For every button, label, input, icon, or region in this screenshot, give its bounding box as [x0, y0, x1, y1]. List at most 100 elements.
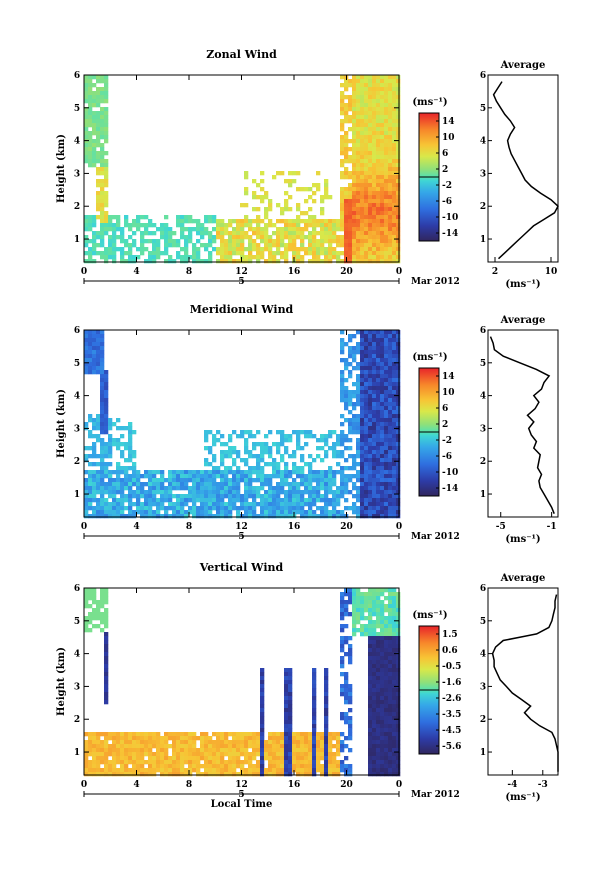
heatmap-cell — [288, 676, 293, 681]
heatmap-cell — [380, 219, 385, 224]
heatmap-cell — [160, 490, 165, 495]
heatmap-cell — [372, 760, 377, 765]
heatmap-cell — [172, 482, 177, 487]
heatmap-cell — [372, 470, 377, 475]
heatmap-cell — [104, 684, 109, 689]
heatmap-cell — [344, 342, 349, 347]
heatmap-cell — [348, 772, 353, 777]
heatmap-cell — [292, 454, 297, 459]
heatmap-cell — [396, 414, 401, 419]
heatmap-cell — [392, 247, 397, 252]
heatmap-cell — [372, 139, 377, 144]
heatmap-cell — [324, 716, 329, 721]
heatmap-cell — [92, 354, 97, 359]
heatmap-cell — [176, 251, 181, 256]
heatmap-cell — [384, 438, 389, 443]
heatmap-cell — [356, 171, 361, 176]
heatmap-cell — [312, 740, 317, 745]
heatmap-cell — [120, 434, 125, 439]
heatmap-cell — [344, 231, 349, 236]
heatmap-cell — [100, 99, 105, 104]
heatmap-cell — [364, 207, 369, 212]
heatmap-cell — [88, 346, 93, 351]
heatmap-cell — [192, 486, 197, 491]
heatmap-cell — [376, 438, 381, 443]
heatmap-cell — [104, 119, 109, 124]
heatmap-cell — [108, 732, 113, 737]
heatmap-cell — [384, 143, 389, 148]
heatmap-cell — [288, 736, 293, 741]
heatmap-cell — [260, 466, 265, 471]
heatmap-cell — [220, 490, 225, 495]
heatmap-cell — [240, 430, 245, 435]
heatmap-cell — [204, 732, 209, 737]
y-axis-label: Height (km) — [56, 389, 67, 458]
heatmap-cell — [100, 620, 105, 625]
heatmap-cell — [236, 752, 241, 757]
heatmap-cell — [376, 648, 381, 653]
heatmap-cell — [388, 430, 393, 435]
heatmap-cell — [392, 430, 397, 435]
heatmap-cell — [108, 502, 113, 507]
heatmap-cell — [164, 732, 169, 737]
heatmap-cell — [184, 227, 189, 232]
heatmap-cell — [384, 676, 389, 681]
heatmap-cell — [132, 514, 137, 519]
heatmap-cell — [392, 672, 397, 677]
heatmap-cell — [316, 756, 321, 761]
heatmap-cell — [96, 366, 101, 371]
heatmap-cell — [264, 191, 269, 196]
heatmap-cell — [260, 772, 265, 777]
heatmap-cell — [376, 458, 381, 463]
heatmap-cell — [156, 486, 161, 491]
heatmap-cell — [168, 490, 173, 495]
heatmap-cell — [264, 239, 269, 244]
heatmap-cell — [336, 223, 341, 228]
heatmap-cell — [268, 446, 273, 451]
heatmap-cell — [368, 350, 373, 355]
heatmap-cell — [100, 600, 105, 605]
heatmap-cell — [264, 748, 269, 753]
heatmap-cell — [92, 223, 97, 228]
average-profile-line — [489, 336, 555, 514]
heatmap-cell — [388, 612, 393, 617]
average-x-tick-label: -5 — [496, 522, 506, 532]
heatmap-cell — [264, 223, 269, 228]
heatmap-cell — [116, 752, 121, 757]
heatmap-cell — [184, 494, 189, 499]
heatmap-cell — [236, 764, 241, 769]
heatmap-cell — [316, 764, 321, 769]
heatmap-cell — [184, 772, 189, 777]
heatmap-cell — [392, 251, 397, 256]
heatmap-cell — [284, 466, 289, 471]
heatmap-cell — [112, 438, 117, 443]
heatmap-cell — [396, 402, 401, 407]
heatmap-cell — [360, 442, 365, 447]
y-tick-label: 3 — [74, 682, 80, 692]
heatmap-cell — [104, 592, 109, 597]
heatmap-cell — [380, 259, 385, 264]
heatmap-cell — [104, 410, 109, 415]
heatmap-cell — [340, 764, 345, 769]
heatmap-cell — [256, 454, 261, 459]
heatmap-cell — [352, 588, 357, 593]
heatmap-cell — [88, 612, 93, 617]
heatmap-cell — [372, 632, 377, 637]
heatmap-cell — [220, 442, 225, 447]
heatmap-cell — [96, 103, 101, 108]
heatmap-cell — [392, 748, 397, 753]
heatmap-cell — [352, 255, 357, 260]
heatmap-cell — [308, 474, 313, 479]
heatmap-cell — [208, 259, 213, 264]
heatmap-cell — [308, 482, 313, 487]
heatmap-cell — [100, 446, 105, 451]
heatmap-cell — [128, 259, 133, 264]
heatmap-cell — [128, 446, 133, 451]
heatmap-cell — [240, 744, 245, 749]
heatmap-cell — [356, 330, 361, 335]
heatmap-cell — [276, 446, 281, 451]
heatmap-cell — [264, 744, 269, 749]
heatmap-cell — [392, 386, 397, 391]
heatmap-cell — [392, 87, 397, 92]
heatmap-cell — [396, 462, 401, 467]
